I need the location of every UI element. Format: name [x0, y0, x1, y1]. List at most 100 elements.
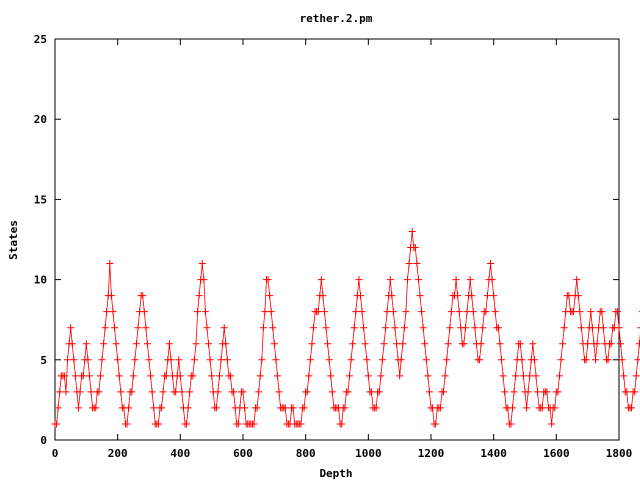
data-point	[599, 324, 607, 332]
data-point	[322, 324, 330, 332]
x-tick-label: 1200	[418, 447, 445, 460]
data-point	[421, 340, 429, 348]
data-point	[476, 356, 484, 364]
data-point	[349, 340, 357, 348]
data-point	[455, 308, 463, 316]
data-point	[266, 292, 274, 300]
data-point	[532, 372, 540, 380]
data-point	[308, 340, 316, 348]
data-point	[499, 372, 507, 380]
y-axis-label: States	[7, 220, 20, 260]
data-point	[112, 340, 120, 348]
data-point	[565, 292, 573, 300]
data-point	[577, 324, 585, 332]
data-point	[325, 356, 333, 364]
data-point	[490, 292, 498, 300]
data-point	[372, 404, 380, 412]
data-point	[154, 420, 162, 428]
data-point	[418, 308, 426, 316]
data-point	[496, 340, 504, 348]
data-point	[267, 308, 275, 316]
data-point	[140, 308, 148, 316]
data-point	[508, 404, 516, 412]
data-point	[76, 388, 84, 396]
data-point	[64, 356, 72, 364]
data-point	[123, 420, 131, 428]
data-point	[623, 388, 631, 396]
data-point	[399, 340, 407, 348]
data-point	[84, 356, 92, 364]
series-group	[51, 227, 640, 428]
data-point	[259, 324, 267, 332]
data-point	[143, 340, 151, 348]
data-point	[60, 372, 68, 380]
data-point	[142, 324, 150, 332]
data-point	[555, 372, 563, 380]
data-point	[526, 372, 534, 380]
data-point	[548, 420, 556, 428]
data-point	[557, 356, 565, 364]
data-point	[446, 324, 454, 332]
data-point	[383, 308, 391, 316]
data-point	[255, 388, 263, 396]
data-point	[588, 324, 596, 332]
data-point	[396, 372, 404, 380]
data-point	[501, 388, 509, 396]
data-point	[416, 292, 424, 300]
data-point	[269, 324, 277, 332]
data-point	[512, 372, 520, 380]
data-point	[375, 388, 383, 396]
data-point	[234, 420, 242, 428]
data-point	[129, 372, 137, 380]
data-point	[393, 340, 401, 348]
data-point	[358, 308, 366, 316]
data-point	[360, 324, 368, 332]
data-point	[461, 324, 469, 332]
data-point	[543, 388, 551, 396]
data-point	[482, 308, 490, 316]
data-point	[507, 420, 515, 428]
data-point	[529, 340, 537, 348]
data-point	[70, 356, 78, 364]
data-point	[92, 404, 100, 412]
data-point	[573, 276, 581, 284]
y-tick-label: 10	[34, 274, 47, 287]
data-point	[587, 308, 595, 316]
y-tick-label: 25	[34, 33, 47, 46]
data-point	[107, 292, 115, 300]
data-point	[79, 372, 87, 380]
data-point	[328, 388, 336, 396]
data-point	[109, 308, 117, 316]
data-point	[216, 372, 223, 380]
data-point	[444, 340, 452, 348]
data-point	[310, 324, 317, 332]
data-point	[53, 420, 61, 428]
data-point	[87, 388, 95, 396]
data-point	[560, 324, 568, 332]
data-point	[530, 356, 538, 364]
data-point	[183, 420, 191, 428]
data-point	[145, 356, 153, 364]
data-point	[518, 356, 526, 364]
data-point	[158, 404, 166, 412]
data-point	[400, 324, 408, 332]
data-point	[114, 356, 122, 364]
data-point	[338, 420, 346, 428]
data-point	[350, 324, 358, 332]
data-point	[628, 404, 636, 412]
data-point	[194, 308, 202, 316]
data-point	[617, 340, 625, 348]
data-point	[363, 356, 371, 364]
data-point	[419, 324, 427, 332]
data-point	[172, 388, 180, 396]
x-axis-label: Depth	[319, 467, 352, 480]
data-point	[519, 372, 527, 380]
data-point	[471, 324, 479, 332]
data-point	[203, 324, 211, 332]
data-point	[220, 324, 228, 332]
data-point	[167, 356, 175, 364]
data-point	[516, 340, 524, 348]
data-point	[324, 340, 332, 348]
data-point	[125, 404, 133, 412]
